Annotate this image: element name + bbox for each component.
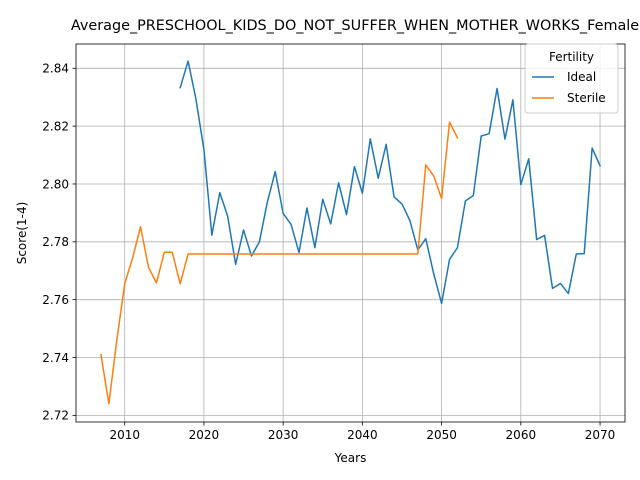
x-axis: 2010 2020 2030 2040 2050 2060 2070: [109, 422, 615, 442]
y-axis: 2.72 2.74 2.76 2.78 2.80 2.82 2.84: [42, 62, 76, 423]
y-tick-label: 2.80: [42, 177, 69, 191]
chart-title: Average_PRESCHOOL_KIDS_DO_NOT_SUFFER_WHE…: [71, 18, 639, 34]
y-tick-label: 2.72: [42, 409, 69, 423]
legend: Fertility Ideal Sterile: [524, 43, 619, 114]
y-tick-label: 2.74: [42, 351, 69, 365]
x-axis-label: Years: [334, 451, 367, 465]
x-tick-label: 2020: [189, 428, 220, 442]
legend-label-sterile: Sterile: [567, 91, 606, 105]
x-tick-label: 2010: [109, 428, 140, 442]
y-tick-label: 2.76: [42, 293, 69, 307]
y-axis-label: Score(1-4): [15, 202, 29, 265]
x-tick-label: 2070: [585, 428, 616, 442]
legend-box: [524, 43, 619, 114]
series-line-sterile: [100, 121, 459, 405]
legend-label-ideal: Ideal: [567, 70, 596, 84]
y-tick-label: 2.84: [42, 62, 69, 76]
data-lines: [100, 60, 602, 405]
y-tick-label: 2.78: [42, 235, 69, 249]
x-tick-label: 2030: [268, 428, 299, 442]
y-tick-label: 2.82: [42, 119, 69, 133]
series-line-ideal: [179, 60, 602, 305]
plot-frame: [75, 43, 626, 423]
x-tick-label: 2050: [426, 428, 457, 442]
legend-title: Fertility: [549, 50, 594, 64]
x-tick-label: 2040: [347, 428, 378, 442]
x-tick-label: 2060: [506, 428, 537, 442]
